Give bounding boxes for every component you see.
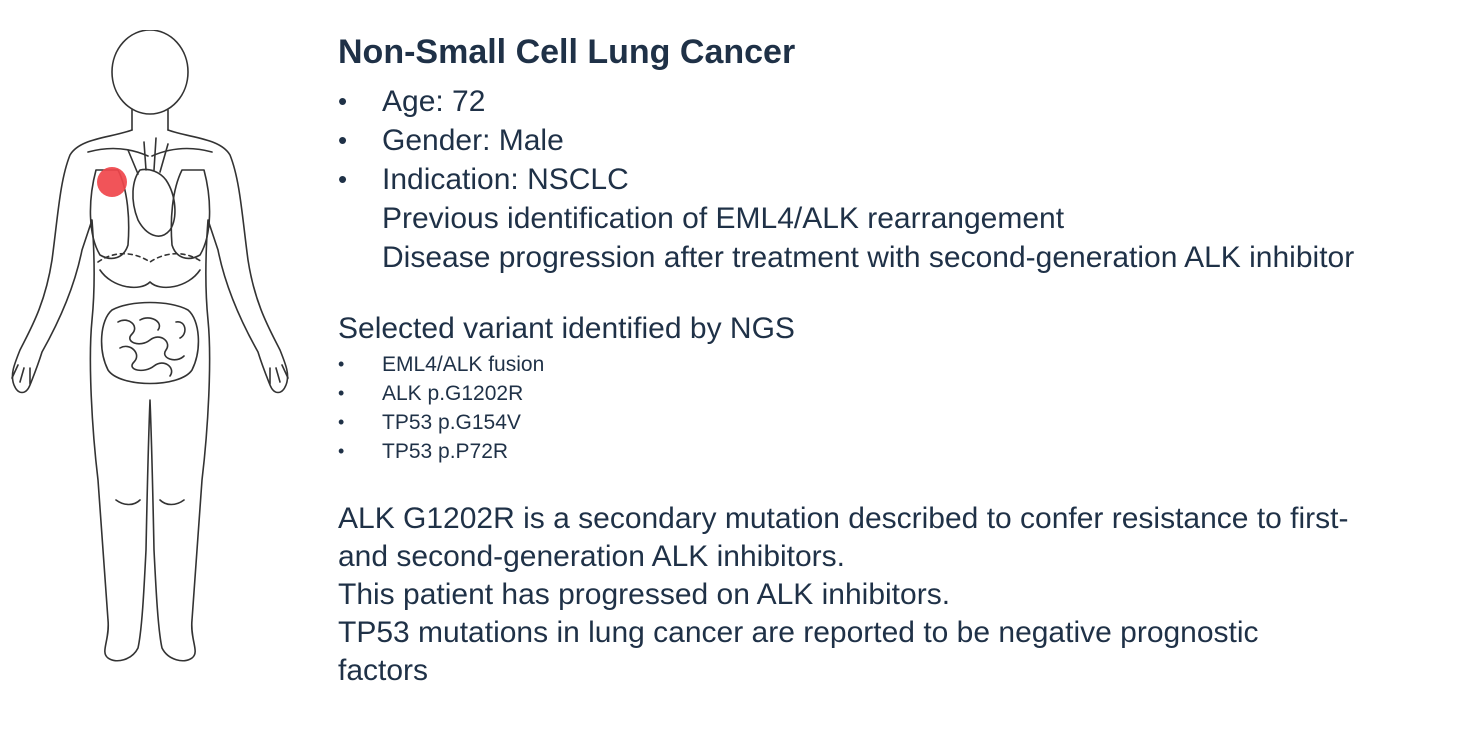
indication-details: Previous identification of EML4/ALK rear… <box>338 199 1458 277</box>
note-line: TP53 mutations in lung cancer are report… <box>338 616 1259 649</box>
indication-item: Indication: NSCLC <box>338 160 1458 199</box>
disease-progression-text: Disease progression after treatment with… <box>382 241 1355 274</box>
tumor-marker <box>97 167 127 197</box>
note-line: ALK G1202R is a secondary mutation descr… <box>338 502 1349 535</box>
human-body-anatomy-icon <box>11 30 289 662</box>
patient-info-list: Age: 72 Gender: Male Indication: NSCLC <box>338 82 1458 199</box>
variant-item: ALK p.G1202R <box>338 379 1458 408</box>
age-item: Age: 72 <box>338 82 1458 121</box>
variant-item: TP53 p.P72R <box>338 437 1458 466</box>
variant-item: EML4/ALK fusion <box>338 350 1458 379</box>
right-lung-outline <box>170 169 211 260</box>
clinical-notes: ALK G1202R is a secondary mutation descr… <box>338 500 1458 690</box>
body-outline <box>11 129 289 662</box>
diaphragm-outline <box>97 252 203 263</box>
gender-item: Gender: Male <box>338 121 1458 160</box>
previous-identification-text: Previous identification of EML4/ALK rear… <box>382 202 1065 235</box>
body-anatomy-illustration <box>0 30 300 690</box>
variant-item: TP53 p.G154V <box>338 408 1458 437</box>
clavicle-outline <box>87 147 213 157</box>
variant-heading: Selected variant identified by NGS <box>338 312 795 345</box>
patient-summary: Non-Small Cell Lung Cancer Age: 72 Gende… <box>338 28 1458 690</box>
head-outline <box>111 30 189 115</box>
abdomen-upper-outline <box>99 269 201 289</box>
variant-list: EML4/ALK fusion ALK p.G1202R TP53 p.G154… <box>338 350 1458 466</box>
left-lung-outline <box>89 169 130 260</box>
neck-outline <box>131 109 169 131</box>
aorta-outline <box>127 137 169 175</box>
heart-outline <box>132 168 176 237</box>
note-line: factors <box>338 654 429 687</box>
intestines-outline <box>100 301 200 385</box>
note-line: This patient has progressed on ALK inhib… <box>338 578 951 611</box>
page-title: Non-Small Cell Lung Cancer <box>338 33 796 71</box>
note-line: and second-generation ALK inhibitors. <box>338 540 846 573</box>
